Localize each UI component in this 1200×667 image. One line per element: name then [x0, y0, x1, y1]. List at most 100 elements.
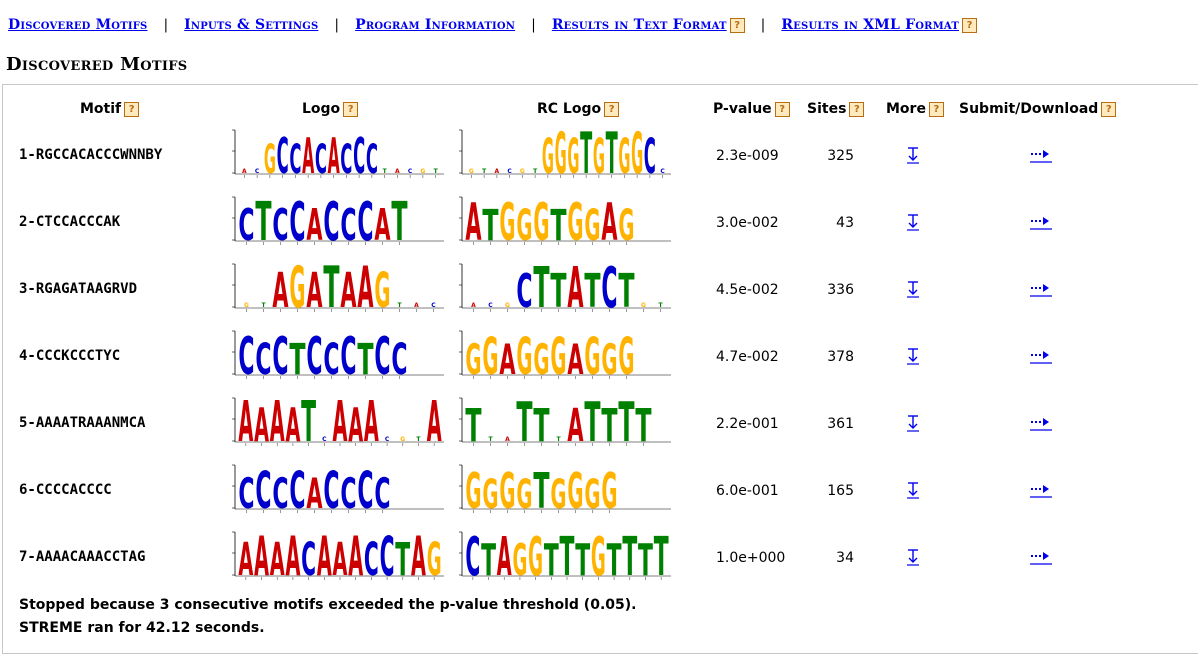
logo-letter: G	[555, 127, 567, 179]
nav-results-xml[interactable]: Results in XML Format	[781, 17, 959, 33]
logo-letter: G	[550, 328, 566, 380]
logo-letter: C	[374, 470, 390, 514]
logo-letter-small: G	[520, 168, 525, 175]
logo-letter: C	[323, 462, 339, 514]
logo-letter-small: T	[261, 302, 266, 309]
logo-letter: C	[272, 470, 288, 514]
logo-letter: C	[238, 328, 254, 380]
logo-letter: T	[357, 334, 373, 380]
pvalue-cell: 6.0e-001	[716, 483, 779, 499]
submit-arrow-icon[interactable]	[1030, 149, 1053, 164]
logo-letter-small: C	[408, 168, 413, 175]
motif-id: 5-AAAATRAAANMCA	[19, 415, 146, 431]
logo-letter: C	[255, 462, 271, 514]
motif-id: 6-CCCCACCCC	[19, 482, 112, 498]
pvalue-cell: 4.5e-002	[716, 282, 779, 298]
logo-letter-small: C	[507, 168, 512, 175]
logo-letter-small: C	[255, 168, 260, 175]
help-icon[interactable]: ?	[849, 101, 865, 117]
nav-program-information[interactable]: Program Information	[355, 17, 516, 33]
logo-letter-small: A	[414, 302, 419, 309]
nav-inputs-settings[interactable]: Inputs & Settings	[184, 17, 319, 33]
logo-letter: T	[635, 400, 651, 447]
submit-arrow-icon[interactable]	[1030, 551, 1053, 566]
logo-letter: C	[277, 127, 289, 179]
nav-results-text[interactable]: Results in Text Format	[551, 17, 727, 33]
logo-letter: G	[516, 473, 532, 514]
header-more-label: More	[886, 101, 926, 117]
submit-arrow-icon[interactable]	[1030, 484, 1053, 499]
logo-letter: G	[289, 261, 305, 313]
sites-cell: 378	[827, 349, 854, 365]
logo-letter: C	[340, 138, 352, 179]
download-arrow-icon[interactable]	[906, 147, 920, 165]
logo-letter: G	[516, 200, 532, 246]
submit-arrow-icon[interactable]	[1030, 283, 1053, 298]
nav-discovered-motifs[interactable]: Discovered Motifs	[8, 17, 148, 33]
logo-letter: T	[580, 127, 592, 179]
logo-letter: A	[567, 261, 583, 313]
download-arrow-icon[interactable]	[906, 482, 920, 500]
logo-letter: A	[285, 529, 300, 581]
logo-letter: A	[348, 529, 363, 581]
download-arrow-icon[interactable]	[906, 415, 920, 433]
logo-letter: T	[481, 535, 496, 581]
logo-letter: C	[391, 334, 407, 380]
motif-id: 2-CTCCACCCAK	[19, 214, 121, 230]
logo-letter: C	[306, 328, 322, 380]
logo-letter: C	[357, 462, 373, 514]
logo-letter: G	[584, 328, 600, 380]
help-icon[interactable]: ?	[604, 101, 620, 117]
logo-letter: G	[374, 263, 390, 313]
logo-letter: A	[333, 395, 348, 447]
logo-letter: G	[618, 200, 634, 246]
help-icon[interactable]: ?	[961, 17, 977, 33]
logo-letter: A	[272, 263, 288, 313]
submit-arrow-icon[interactable]	[1030, 350, 1053, 365]
header-submit: Submit/Download?	[959, 101, 1117, 117]
logo-letter: G	[601, 336, 617, 380]
help-icon[interactable]: ?	[1101, 101, 1117, 117]
help-icon[interactable]: ?	[928, 101, 944, 117]
submit-arrow-icon[interactable]	[1030, 417, 1053, 432]
download-arrow-icon[interactable]	[906, 281, 920, 299]
motif-id: 1-RGCCACACCCWNNBY	[19, 147, 163, 163]
help-icon[interactable]: ?	[774, 101, 790, 117]
help-icon[interactable]: ?	[124, 101, 140, 117]
logo-letter: A	[601, 194, 617, 246]
logo-letter: G	[465, 336, 481, 380]
logo-letter: G	[533, 194, 549, 246]
sites-cell: 325	[827, 148, 854, 164]
help-icon[interactable]: ?	[729, 17, 745, 33]
download-arrow-icon[interactable]	[906, 348, 920, 366]
help-icon[interactable]: ?	[343, 101, 359, 117]
download-arrow-icon[interactable]	[906, 549, 920, 567]
nav-separator: |	[760, 17, 766, 33]
motifs-panel	[2, 84, 1198, 654]
logo-letter: A	[270, 534, 285, 581]
download-arrow-icon[interactable]	[906, 214, 920, 232]
logo-letter-small: C	[385, 436, 390, 443]
logo-letter-small: T	[397, 302, 402, 309]
logo-letter: G	[591, 529, 606, 581]
logo-letter: A	[254, 529, 269, 581]
logo-letter: A	[306, 263, 322, 313]
logo-letter: C	[289, 138, 301, 179]
logo-letter: G	[482, 473, 498, 514]
logo-letter: T	[575, 535, 590, 581]
submit-arrow-icon[interactable]	[1030, 216, 1053, 231]
